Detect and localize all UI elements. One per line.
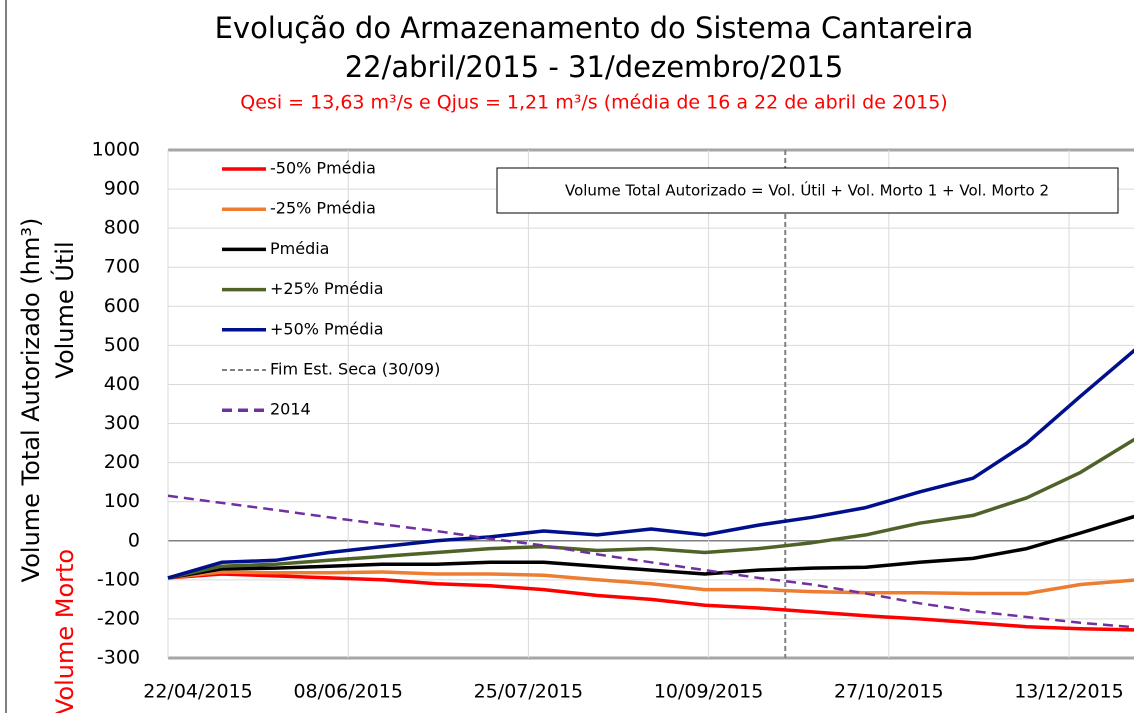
legend-label: Fim Est. Seca (30/09) — [270, 360, 440, 379]
y-tick-label: 800 — [104, 217, 140, 239]
chart-title: Evolução do Armazenamento do Sistema Can… — [215, 11, 974, 45]
y-tick-label: -100 — [97, 568, 140, 590]
y-tick-label: 400 — [104, 373, 140, 395]
y-tick-label: 200 — [104, 451, 140, 473]
y-tick-label: 700 — [104, 256, 140, 278]
legend-label: 2014 — [270, 400, 311, 419]
legend-label: +50% Pmédia — [270, 319, 384, 338]
y-tick-label: 100 — [104, 490, 140, 512]
y-label-lower: Volume Morto — [51, 549, 79, 713]
y-tick-label: 300 — [104, 412, 140, 434]
series-line — [167, 348, 1134, 580]
x-tick-label: 08/06/2015 — [293, 681, 403, 703]
x-tick-label: 27/10/2015 — [834, 681, 944, 703]
series-line — [167, 437, 1134, 580]
grid: -300 -200 -100 0 100 200 300 400 500 600 700 800 900… — [92, 139, 1134, 703]
annotation: Volume Total Autorizado = Vol. Útil + Vo… — [565, 181, 1049, 200]
y-tick-label: -200 — [97, 607, 140, 629]
series-line — [167, 514, 1134, 580]
x-tick-label: 25/07/2015 — [474, 681, 584, 703]
x-tick-label: 13/12/2015 — [1014, 681, 1124, 703]
series-line — [167, 570, 1134, 596]
chart-subtitle: 22/abril/2015 - 31/dezembro/2015 — [345, 50, 844, 84]
y-axis-label: Volume Total Autorizado (hm³) — [17, 218, 45, 583]
y-tick-label: 600 — [104, 295, 140, 317]
y-tick-label: 1000 — [92, 139, 140, 161]
x-tick-label: 10/09/2015 — [654, 681, 764, 703]
legend-label: +25% Pmédia — [270, 279, 384, 298]
y-tick-label: 900 — [104, 178, 140, 200]
chart-note: Qesi = 13,63 m³/s e Qjus = 1,21 m³/s (mé… — [240, 92, 947, 114]
y-label-upper: Volume Útil — [49, 241, 79, 378]
legend: -50% Pmédia -25% Pmédia Pmédia +25% Pmédia +… — [222, 159, 440, 419]
x-tick-label: 22/04/2015 — [143, 681, 253, 703]
legend-label: -25% Pmédia — [270, 199, 376, 218]
y-tick-label: 500 — [104, 334, 140, 356]
series-line — [167, 572, 1134, 632]
series-line — [167, 494, 1134, 629]
y-tick-label: 0 — [128, 529, 140, 551]
annotation-box — [496, 167, 1119, 214]
plot — [167, 150, 1134, 658]
y-tick-label: -300 — [97, 647, 140, 669]
legend-label: -50% Pmédia — [270, 159, 376, 178]
legend-label: Pmédia — [270, 239, 329, 258]
